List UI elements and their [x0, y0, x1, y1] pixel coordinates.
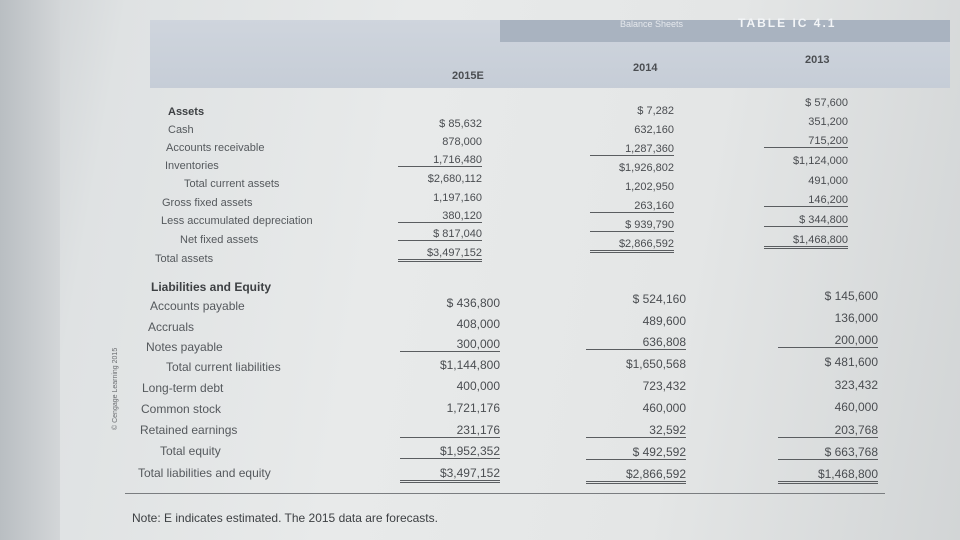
cell-ap-2015: $ 436,800	[446, 296, 500, 310]
cell-cash-2013: $ 57,600	[805, 97, 848, 109]
cell-nfa-2014: $ 939,790	[590, 219, 674, 232]
cell-gfa-2014: 1,202,950	[625, 181, 674, 193]
row-label-accounts-payable: Accounts payable	[150, 299, 245, 313]
table-note: Note: E indicates estimated. The 2015 da…	[132, 511, 438, 525]
cell-ar-2014: 632,160	[634, 124, 674, 136]
cell-re-2013: 203,768	[778, 423, 878, 438]
cell-ltd-2014: 723,432	[642, 379, 686, 393]
cell-inv-2015: 1,716,480	[398, 154, 482, 167]
cell-tle-2015: $3,497,152	[400, 466, 500, 483]
cell-ta-2015: $3,497,152	[398, 247, 482, 262]
cell-ltd-2015: 400,000	[456, 379, 500, 393]
cell-dep-2014: 263,160	[590, 200, 674, 213]
cell-accruals-2014: 489,600	[642, 314, 686, 328]
cell-inv-2013: 715,200	[764, 135, 848, 148]
cell-re-2015: 231,176	[400, 423, 500, 438]
cell-tca-2015: $2,680,112	[427, 173, 482, 185]
row-label-notes-payable: Notes payable	[146, 340, 223, 354]
row-label-total-assets: Total assets	[155, 253, 214, 265]
cell-tcl-2014: $1,650,568	[625, 357, 686, 371]
row-label-accruals: Accruals	[148, 320, 195, 334]
table-title: TABLE IC 4.1	[738, 16, 837, 30]
cell-dep-2013: 146,200	[764, 194, 848, 207]
cell-cs-2015: 1,721,176	[446, 401, 500, 415]
cell-tle-2013: $1,468,800	[778, 467, 878, 484]
row-label-accumulated-depreciation: Less accumulated depreciation	[161, 215, 313, 227]
cell-te-2013: $ 663,768	[778, 445, 878, 460]
assets-heading: Assets	[168, 106, 205, 118]
cell-gfa-2015: 1,197,160	[433, 192, 482, 204]
header-title-bar	[500, 20, 950, 42]
row-label-gross-fixed-assets: Gross fixed assets	[162, 197, 253, 209]
cell-cs-2013: 460,000	[834, 400, 878, 414]
cell-accruals-2015: 408,000	[456, 317, 500, 331]
cell-ta-2013: $1,468,800	[764, 234, 848, 249]
row-label-cash: Cash	[168, 124, 194, 136]
row-label-total-current-liabilities: Total current liabilities	[166, 360, 281, 374]
cell-tcl-2013: $ 481,600	[824, 355, 878, 369]
cell-tca-2013: $1,124,000	[792, 155, 848, 167]
cell-np-2014: 636,808	[586, 335, 686, 350]
row-label-retained-earnings: Retained earnings	[140, 423, 238, 437]
cell-tle-2014: $2,866,592	[586, 467, 686, 484]
column-header-2015e: 2015E	[452, 70, 484, 82]
column-header-2014: 2014	[633, 62, 658, 74]
cell-gfa-2013: 491,000	[808, 175, 848, 187]
cell-ar-2013: 351,200	[808, 116, 848, 128]
cell-tca-2014: $1,926,802	[618, 162, 674, 174]
cell-cs-2014: 460,000	[642, 401, 686, 415]
table-subtitle: Balance Sheets	[620, 19, 684, 29]
row-label-long-term-debt: Long-term debt	[142, 381, 224, 395]
row-label-total-current-assets: Total current assets	[184, 178, 280, 190]
table-header-band	[150, 20, 950, 88]
cell-te-2014: $ 492,592	[586, 445, 686, 460]
copyright-notice: © Cengage Learning 2015	[112, 347, 119, 430]
cell-ta-2014: $2,866,592	[590, 238, 674, 253]
cell-te-2015: $1,952,352	[400, 444, 500, 459]
cell-accruals-2013: 136,000	[834, 311, 878, 325]
cell-np-2013: 200,000	[778, 333, 878, 348]
cell-re-2014: 32,592	[586, 423, 686, 438]
cell-ap-2013: $ 145,600	[824, 289, 878, 303]
row-label-net-fixed-assets: Net fixed assets	[180, 234, 259, 246]
cell-np-2015: 300,000	[400, 337, 500, 352]
table-bottom-rule	[125, 493, 885, 494]
cell-nfa-2015: $ 817,040	[398, 228, 482, 241]
row-label-total-liabilities-equity: Total liabilities and equity	[138, 466, 271, 480]
cell-cash-2014: $ 7,282	[637, 105, 674, 117]
row-label-accounts-receivable: Accounts receivable	[166, 142, 265, 154]
cell-ltd-2013: 323,432	[834, 378, 878, 392]
cell-nfa-2013: $ 344,800	[764, 214, 848, 227]
page-edge	[0, 0, 60, 540]
cell-cash-2015: $ 85,632	[439, 118, 482, 130]
cell-ar-2015: 878,000	[442, 136, 482, 148]
cell-tcl-2015: $1,144,800	[439, 358, 500, 372]
column-header-2013: 2013	[805, 54, 830, 66]
row-label-total-equity: Total equity	[160, 444, 221, 458]
cell-dep-2015: 380,120	[398, 210, 482, 223]
cell-inv-2014: 1,287,360	[590, 143, 674, 156]
cell-ap-2014: $ 524,160	[632, 292, 686, 306]
row-label-common-stock: Common stock	[141, 402, 222, 416]
liabilities-heading: Liabilities and Equity	[151, 280, 272, 294]
row-label-inventories: Inventories	[165, 160, 219, 172]
